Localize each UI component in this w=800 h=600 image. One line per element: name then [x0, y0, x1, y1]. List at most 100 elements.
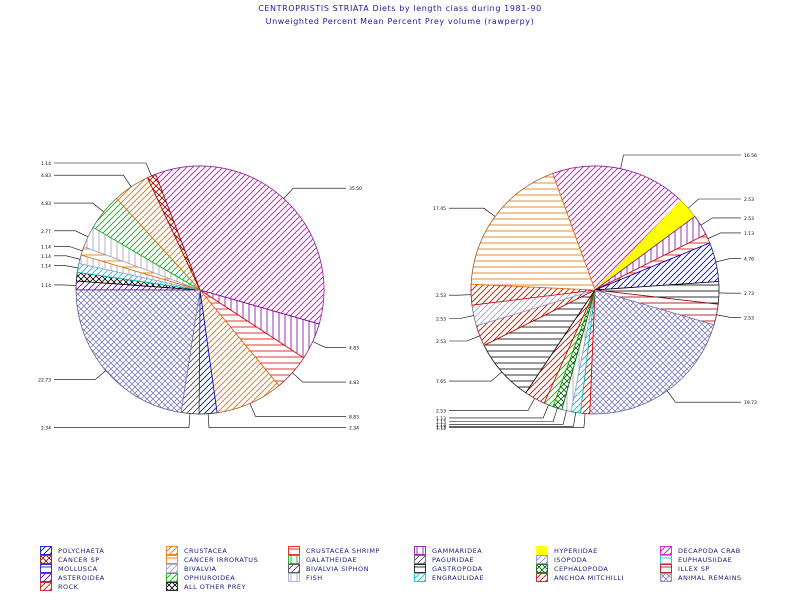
pie-leader-line	[620, 154, 741, 169]
pie-chart-left: 35.50 4.83 4.83 8.83 2.34 2.34 22.73 1.14 1.14 1.…	[38, 161, 362, 432]
pie-leader-line	[54, 413, 191, 428]
pie-value-label: 2.53	[744, 197, 754, 203]
pie-value-label: 2.34	[349, 426, 359, 432]
pie-leader-line	[700, 217, 741, 226]
legend-label: OPHIUROIDEA	[184, 574, 236, 582]
pie-outline	[75, 165, 325, 415]
legend-swatch	[166, 546, 178, 555]
legend-swatch	[660, 555, 672, 564]
pie-leader-line	[449, 413, 586, 428]
pie-leader-line	[292, 372, 346, 383]
legend-label: ANCHOA MITCHILLI	[554, 574, 624, 582]
legend-swatch	[40, 555, 52, 564]
pie-leader-line	[707, 232, 741, 239]
pie-charts: 35.50 4.83 4.83 8.83 2.34 2.34 22.73 1.14 1.14 1.…	[38, 153, 757, 432]
legend-label: ANIMAL REMAINS	[678, 574, 742, 582]
pie-value-label: 19.73	[744, 400, 757, 406]
pie-leader-line	[207, 413, 346, 429]
pie-leader-line	[666, 390, 741, 403]
pie-value-label: 8.83	[349, 414, 359, 420]
pie-value-label: 2.73	[744, 291, 754, 297]
pie-outline	[470, 165, 720, 415]
legend-label: CRUSTACEA	[184, 547, 228, 555]
legend-label: ILLEX SP	[678, 565, 710, 573]
legend-swatch	[40, 564, 52, 573]
pie-value-label: 1.13	[436, 426, 446, 432]
legend-swatch	[414, 546, 426, 555]
pie-value-label: 4.83	[349, 345, 359, 351]
pie-value-label: 2.77	[41, 229, 51, 235]
pie-value-label: 1.13	[436, 416, 446, 422]
legend-label: ISOPODA	[554, 556, 588, 564]
pie-value-label: 2.53	[436, 409, 446, 415]
legend-swatch	[414, 564, 426, 573]
pie-leader-line	[54, 174, 132, 188]
legend-swatch	[536, 546, 548, 555]
legend-label: CEPHALOPODA	[554, 565, 609, 573]
pie-value-label: 2.53	[436, 339, 446, 345]
legend-label: ASTEROIDEA	[58, 574, 105, 582]
pie-leader-line	[449, 412, 576, 427]
pie-value-label: 1.13	[436, 419, 446, 425]
pie-leader-line	[283, 187, 346, 199]
pie-value-label: 1.14	[41, 254, 51, 260]
pie-value-label: 2.53	[436, 316, 446, 322]
pie-slice-animal-remains	[75, 289, 201, 413]
pie-value-label: 1.14	[41, 283, 51, 289]
legend-label: GASTROPODA	[432, 565, 483, 573]
legend-label: CANCER IRRORATUS	[184, 556, 259, 564]
legend-label: EUPHAUSIIDAE	[678, 556, 733, 564]
legend-label: DECAPODA CRAB	[678, 547, 741, 555]
legend-label: HYPERIIDAE	[554, 547, 598, 555]
pie-value-label: 4.83	[41, 173, 51, 179]
pie-leader-line	[449, 410, 567, 425]
legend-swatch	[40, 582, 52, 591]
pie-leader-line	[54, 202, 104, 213]
pie-leader-line	[249, 403, 346, 417]
pie-value-label: 1.13	[436, 424, 446, 430]
pie-value-label: 1.13	[744, 231, 754, 237]
pie-leader-line	[449, 294, 472, 296]
legend-swatch	[414, 573, 426, 582]
legend-swatch	[166, 573, 178, 582]
pie-leader-line	[54, 246, 83, 252]
pie-value-label: 1.13	[436, 422, 446, 428]
pie-value-label: 1.14	[41, 263, 51, 269]
legend-label: ALL OTHER PREY	[184, 583, 246, 591]
pie-leader-line	[716, 314, 741, 318]
legend-swatch	[660, 564, 672, 573]
pie-leader-line	[715, 258, 741, 263]
pie-value-label: 4.76	[744, 257, 754, 263]
legend-swatch	[536, 555, 548, 564]
legend-label: CRUSTACEA SHRIMP	[306, 547, 380, 555]
legend-swatch	[660, 546, 672, 555]
legend-swatch	[288, 546, 300, 555]
pie-value-label: 22.73	[38, 378, 51, 384]
pie-value-label: 2.53	[436, 293, 446, 299]
pie-value-label: 35.50	[349, 186, 362, 192]
legend-label: BIVALVIA SIPHON	[306, 565, 369, 573]
pie-leader-line	[54, 162, 152, 177]
legend-swatch	[660, 573, 672, 582]
legend-swatch	[166, 582, 178, 591]
pie-leader-line	[688, 198, 741, 209]
legend-label: ENGRAULIDAE	[432, 574, 484, 582]
legend-label: POLYCHAETA	[58, 547, 105, 555]
legend-swatch	[166, 555, 178, 564]
legend-swatch	[414, 555, 426, 564]
legend-swatch	[288, 555, 300, 564]
pie-leader-line	[54, 370, 106, 381]
pie-leader-line	[54, 265, 79, 269]
pie-value-label: 2.53	[744, 216, 754, 222]
pie-value-label: 17.45	[433, 206, 446, 212]
pie-value-label: 4.83	[41, 201, 51, 207]
pie-leader-line	[449, 408, 558, 422]
pie-leader-line	[449, 398, 535, 411]
legend-label: CANCER SP	[58, 556, 100, 564]
legend-label: GAMMARIDEA	[432, 547, 483, 555]
legend-label: GALATHEIDAE	[306, 556, 358, 564]
pie-leader-line	[54, 230, 89, 238]
pie-value-label: 2.53	[744, 315, 754, 321]
legend-swatch	[288, 573, 300, 582]
chart-title: CENTROPRISTIS STRIATA Diets by length cl…	[258, 4, 542, 13]
